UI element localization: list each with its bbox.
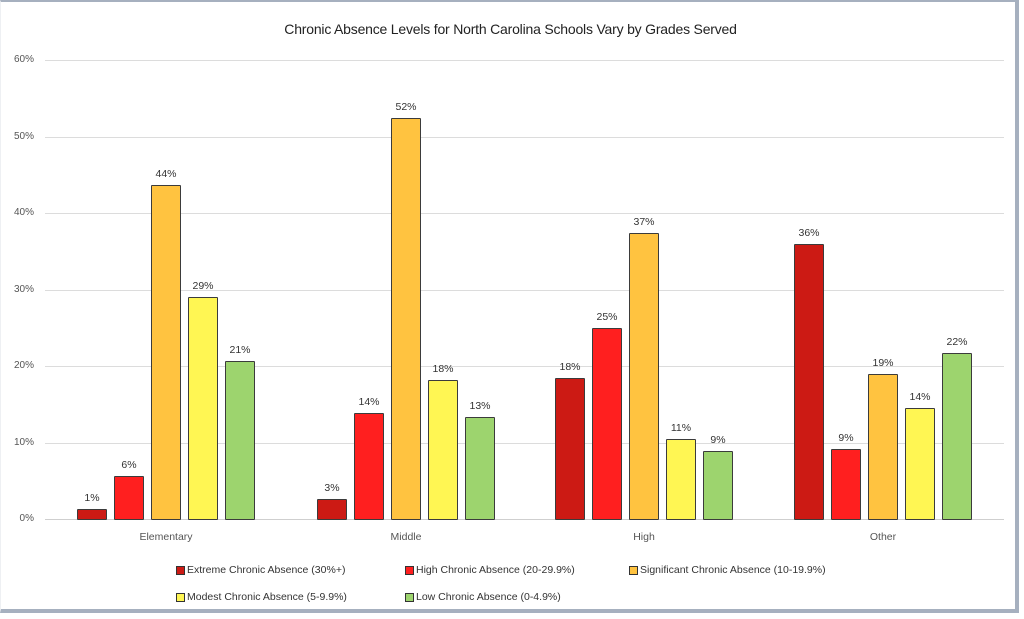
legend-label: Modest Chronic Absence (5-9.9%) [187, 591, 347, 603]
data-label: 9% [838, 431, 854, 444]
gridline [45, 443, 1004, 444]
x-axis-line [45, 519, 1004, 520]
data-label: 52% [395, 101, 417, 114]
legend-item: Extreme Chronic Absence (30%+) [176, 564, 345, 576]
data-label: 25% [596, 310, 618, 323]
bar-other-series-5 [942, 352, 972, 520]
data-label: 37% [633, 215, 655, 228]
y-tick-label: 30% [13, 284, 34, 295]
y-tick-label: 50% [13, 131, 34, 142]
bar-other-series-2 [831, 448, 861, 520]
legend-swatch-icon [176, 565, 185, 575]
legend-label: High Chronic Absence (20-29.9%) [416, 564, 575, 576]
chart-title: Chronic Absence Levels for North Carolin… [284, 21, 737, 37]
data-label: 3% [324, 482, 340, 495]
bar-elementary-series-2 [114, 476, 144, 520]
data-label: 36% [798, 226, 820, 239]
legend-item: Low Chronic Absence (0-4.9%) [405, 591, 561, 603]
bar-middle-series-1 [317, 499, 347, 520]
data-label: 19% [872, 356, 894, 369]
legend-item: Significant Chronic Absence (10-19.9%) [629, 564, 826, 576]
data-label: 21% [229, 344, 251, 357]
category-label-other: Other [869, 531, 897, 543]
data-label: 18% [432, 362, 454, 375]
bar-other-series-3 [868, 373, 898, 520]
bar-middle-series-2 [354, 412, 384, 520]
bar-high-series-4 [666, 438, 696, 520]
category-label-high: High [633, 531, 655, 543]
legend-item: Modest Chronic Absence (5-9.9%) [176, 591, 347, 603]
data-label: 13% [469, 400, 491, 413]
bar-middle-series-3 [391, 118, 421, 520]
bar-high-series-2 [592, 327, 622, 520]
legend-swatch-icon [176, 592, 185, 602]
legend-swatch-icon [405, 565, 414, 575]
data-label: 22% [946, 335, 968, 348]
legend-swatch-icon [629, 565, 638, 575]
bar-middle-series-4 [428, 379, 458, 520]
legend-label: Low Chronic Absence (0-4.9%) [416, 591, 561, 603]
data-label: 14% [909, 391, 931, 404]
y-tick-label: 0% [19, 513, 34, 524]
y-tick-label: 60% [13, 54, 34, 65]
data-label: 9% [710, 433, 726, 446]
legend-label: Extreme Chronic Absence (30%+) [187, 564, 346, 576]
bar-other-series-1 [794, 243, 824, 520]
gridline [45, 290, 1004, 291]
bar-elementary-series-3 [151, 185, 181, 520]
category-label-elementary: Elementary [139, 531, 193, 543]
legend-label: Significant Chronic Absence (10-19.9%) [640, 564, 826, 576]
data-label: 29% [192, 280, 214, 293]
bar-other-series-4 [905, 408, 935, 520]
gridline [45, 213, 1004, 214]
data-label: 18% [559, 361, 581, 374]
category-label-middle: Middle [390, 531, 422, 543]
y-tick-label: 20% [13, 360, 34, 371]
data-label: 11% [670, 421, 692, 434]
y-tick-label: 40% [13, 207, 34, 218]
bar-elementary-series-4 [188, 297, 218, 520]
bar-middle-series-5 [465, 417, 495, 520]
bar-elementary-series-1 [77, 509, 107, 520]
y-tick-label: 10% [13, 437, 34, 448]
legend-item: High Chronic Absence (20-29.9%) [405, 564, 575, 576]
bar-high-series-5 [703, 450, 733, 520]
data-label: 44% [155, 168, 177, 181]
gridline [45, 366, 1004, 367]
bar-high-series-3 [629, 232, 659, 520]
data-label: 14% [358, 395, 380, 408]
legend-swatch-icon [405, 592, 414, 602]
bar-elementary-series-5 [225, 361, 255, 520]
data-label: 6% [121, 459, 137, 472]
gridline [45, 60, 1004, 61]
bar-high-series-1 [555, 378, 585, 520]
gridline [45, 137, 1004, 138]
data-label: 1% [84, 492, 100, 505]
